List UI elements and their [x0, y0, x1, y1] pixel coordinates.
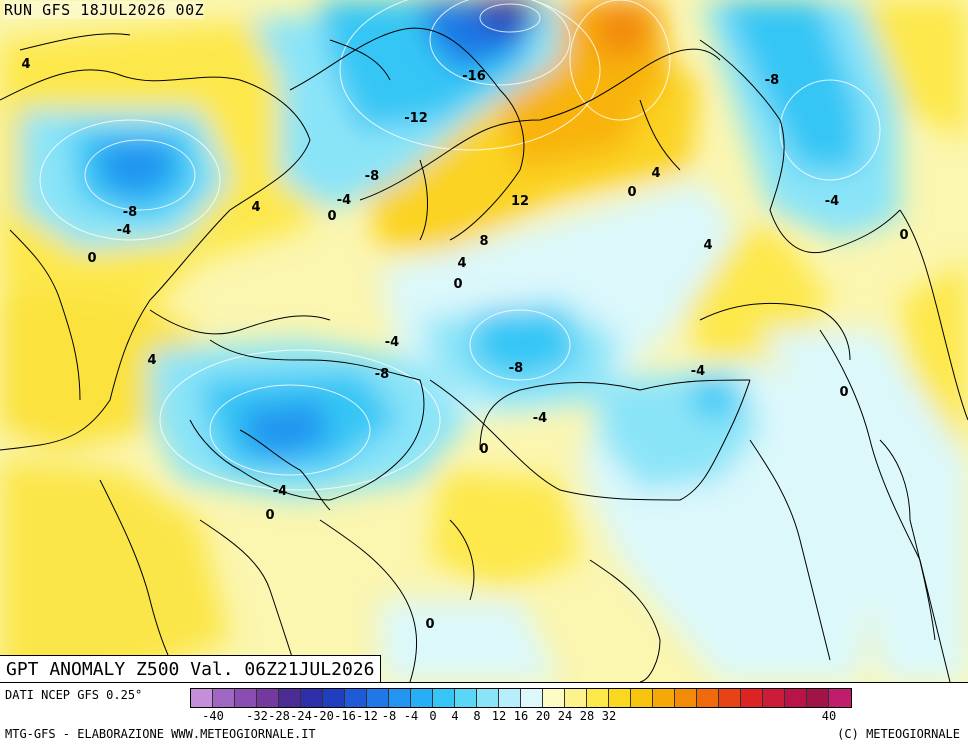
- contour-label: 8: [479, 234, 488, 249]
- colorbar-tick-label: 4: [451, 709, 459, 723]
- map-title: GPT ANOMALY Z500 Val. 06Z21JUL2026: [0, 655, 382, 683]
- colorbar-tick-label: 0: [429, 709, 437, 723]
- colorbar-tick-label: 8: [473, 709, 481, 723]
- colorbar-swatch: [433, 689, 455, 707]
- colorbar-swatch: [521, 689, 543, 707]
- contour-label: 4: [457, 256, 466, 271]
- colorbar-swatch: [411, 689, 433, 707]
- contour-label: -4: [691, 364, 705, 379]
- colorbar-tick-label: 32: [601, 709, 617, 723]
- anomaly-field: [0, 0, 968, 682]
- colorbar-tick-label: 24: [557, 709, 573, 723]
- colorbar-swatch: [763, 689, 785, 707]
- colorbar-tick-label: -20: [312, 709, 334, 723]
- colorbar-swatch: [235, 689, 257, 707]
- contour-label: -8: [509, 361, 523, 376]
- colorbar-swatch: [807, 689, 829, 707]
- colorbar-swatch: [697, 689, 719, 707]
- map-area: 4 -8 -4 0 4 0 -4 -8 -12 -16 12 8 4 0 0 4 -8 -4 0 4 4 -4 -8 -8 -4…: [0, 0, 968, 682]
- colorbar-swatch: [367, 689, 389, 707]
- contour-label: -4: [337, 193, 351, 208]
- colorbar-tick-label: 28: [579, 709, 595, 723]
- contour-label: 4: [251, 200, 260, 215]
- colorbar-swatch: [741, 689, 763, 707]
- contour-label: -8: [375, 367, 389, 382]
- colorbar: [190, 688, 852, 708]
- credits: MTG-GFS - ELABORAZIONE WWW.METEOGIORNALE…: [5, 727, 316, 741]
- contour-label: 0: [899, 228, 908, 243]
- contour-label: 4: [21, 57, 30, 72]
- contour-label: -16: [462, 69, 486, 84]
- colorbar-swatch: [345, 689, 367, 707]
- colorbar-tick-label: 16: [513, 709, 529, 723]
- colorbar-swatch: [455, 689, 477, 707]
- colorbar-tick-label: -32: [246, 709, 268, 723]
- colorbar-swatch: [213, 689, 235, 707]
- isolines: [39, 0, 881, 491]
- colorbar-ticks: -40 -32 -28 -24 -20 -16 -12 -8 -4 0 4 8 12 16 20 24 28 32…: [190, 709, 966, 723]
- colorbar-swatch: [653, 689, 675, 707]
- contour-label: 0: [425, 617, 434, 632]
- contour-label: 0: [453, 277, 462, 292]
- contour-label: -4: [825, 194, 839, 209]
- colorbar-swatch: [829, 689, 851, 707]
- contour-label: 12: [511, 194, 529, 209]
- data-source: DATI NCEP GFS 0.25°: [5, 688, 143, 702]
- colorbar-swatch: [675, 689, 697, 707]
- contour-label: -8: [765, 73, 779, 88]
- colorbar-tick-label: -8: [381, 709, 397, 723]
- contour-label: -4: [117, 223, 131, 238]
- contour-label: -4: [533, 411, 547, 426]
- contour-label: 4: [703, 238, 712, 253]
- contour-label: -4: [273, 484, 287, 499]
- colorbar-swatch: [785, 689, 807, 707]
- contour-label: 0: [479, 442, 488, 457]
- run-title: RUN GFS 18JUL2026 00Z: [4, 1, 205, 19]
- colorbar-swatch: [543, 689, 565, 707]
- colorbar-swatch: [609, 689, 631, 707]
- contour-label: 0: [87, 251, 96, 266]
- contour-label: 0: [327, 209, 336, 224]
- colorbar-tick-label: 20: [535, 709, 551, 723]
- colorbar-swatch: [257, 689, 279, 707]
- contour-label: 0: [839, 385, 848, 400]
- colorbar-swatch: [389, 689, 411, 707]
- contour-label: -12: [404, 111, 428, 126]
- contour-label: 4: [147, 353, 156, 368]
- colorbar-swatch: [587, 689, 609, 707]
- colorbar-tick-label: -24: [290, 709, 312, 723]
- contour-label: 0: [627, 185, 636, 200]
- colorbar-swatch: [499, 689, 521, 707]
- colorbar-swatch: [323, 689, 345, 707]
- colorbar-tick-label: -16: [334, 709, 356, 723]
- contour-label: 0: [265, 508, 274, 523]
- colorbar-tick-label: -40: [202, 709, 224, 723]
- colorbar-swatch: [279, 689, 301, 707]
- colorbar-tick-label: -28: [268, 709, 290, 723]
- colorbar-tick-label: -12: [356, 709, 378, 723]
- colorbar-tick-label: 12: [491, 709, 507, 723]
- legend-panel: DATI NCEP GFS 0.25° -40 -32 -28 -24 -20 -16 -1…: [0, 682, 968, 746]
- colorbar-swatch: [719, 689, 741, 707]
- contour-label: 4: [651, 166, 660, 181]
- colorbar-swatch: [301, 689, 323, 707]
- contour-label: -8: [365, 169, 379, 184]
- colorbar-swatch: [191, 689, 213, 707]
- coastlines: [0, 27, 968, 682]
- colorbar-swatch: [631, 689, 653, 707]
- colorbar-tick-label: -4: [403, 709, 419, 723]
- colorbar-swatch: [565, 689, 587, 707]
- colorbar-swatch: [477, 689, 499, 707]
- contour-label: -4: [385, 335, 399, 350]
- copyright: (C) METEOGIORNALE: [837, 727, 960, 741]
- contour-label: -8: [123, 205, 137, 220]
- colorbar-tick-label: 40: [821, 709, 837, 723]
